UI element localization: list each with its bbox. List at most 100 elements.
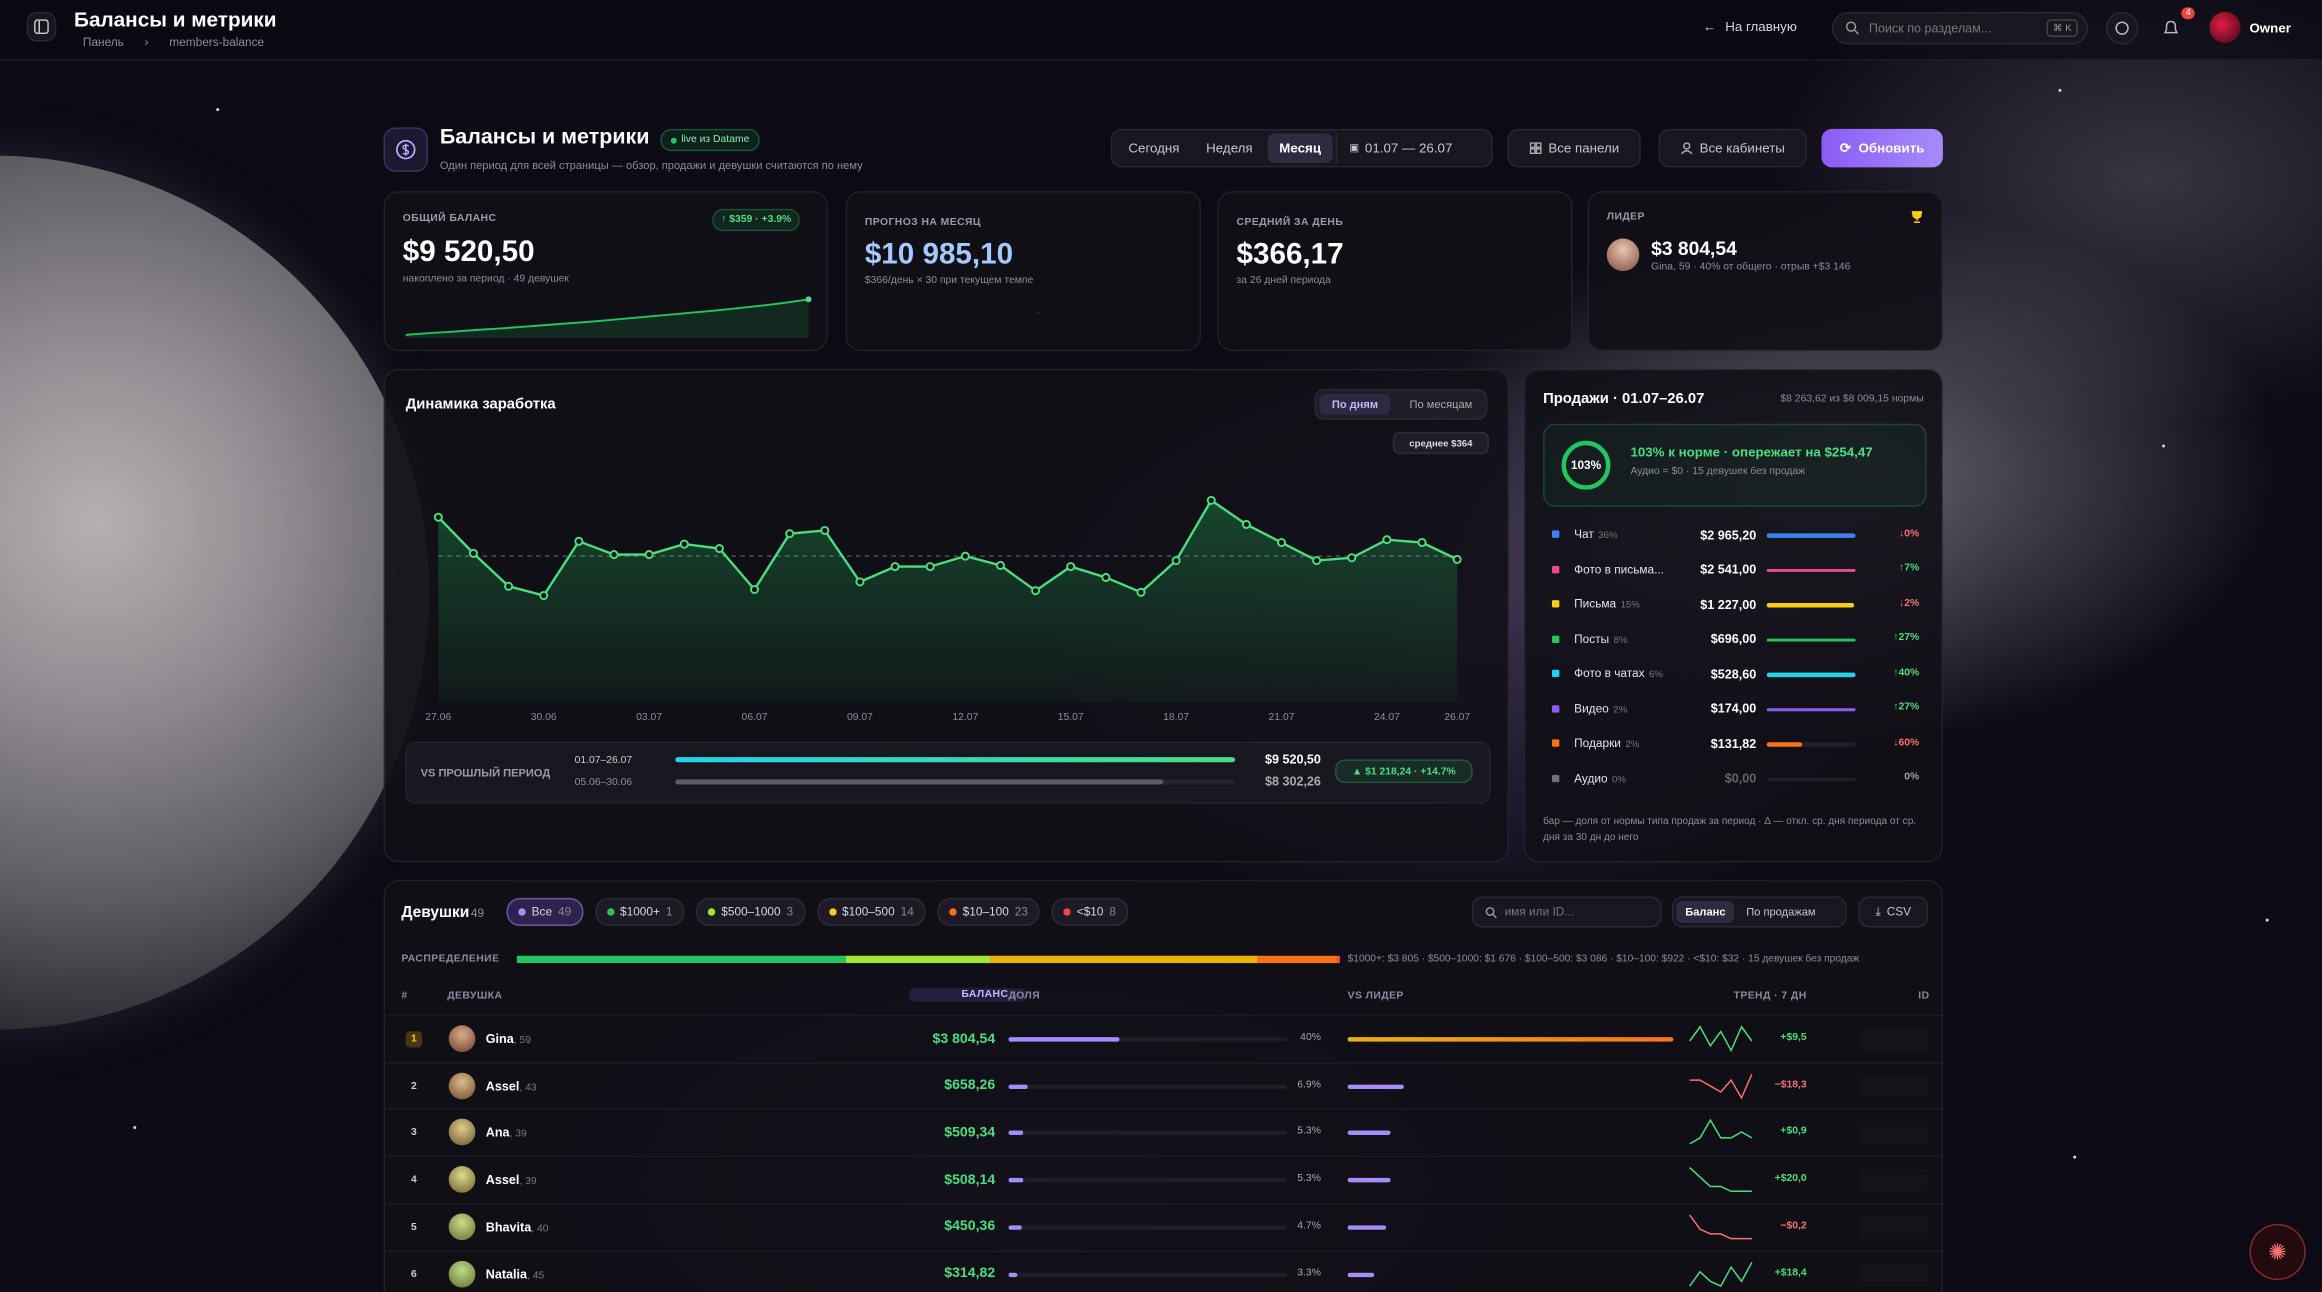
- date-range[interactable]: ▣ 01.07 — 26.07: [1335, 133, 1464, 163]
- filter-dot: [1063, 908, 1071, 916]
- period-option[interactable]: Сегодня: [1128, 140, 1180, 156]
- panels-filter[interactable]: Все панели: [1507, 128, 1641, 168]
- toggle-option[interactable]: По дням: [1332, 399, 1378, 411]
- x-tick-label: 12.07: [952, 712, 978, 723]
- trend-line: [1689, 1261, 1753, 1287]
- column-header[interactable]: ID: [1918, 991, 1930, 1002]
- sidebar-toggle[interactable]: [26, 11, 57, 42]
- filter-count: 3: [786, 905, 794, 919]
- sparkline-line: [405, 298, 809, 336]
- kpi-card: ОБЩИЙ БАЛАНС ↑ $359 · +3.9% $9 520,50 на…: [383, 191, 828, 352]
- debug-button[interactable]: ✺: [2249, 1223, 2306, 1281]
- sort-option[interactable]: По продажам: [1746, 905, 1816, 919]
- leader-bar: [1347, 1084, 1404, 1089]
- toggle-option[interactable]: По месяцам: [1410, 399, 1473, 411]
- sparkline-end: [805, 296, 812, 303]
- type-dot: [1551, 704, 1560, 712]
- star: [216, 108, 220, 112]
- type-share: 6%: [1649, 669, 1663, 681]
- filter-chip[interactable]: $1000+ 1: [594, 897, 685, 927]
- share-label: 40%: [1300, 1032, 1321, 1044]
- leader-bar: [1347, 1178, 1392, 1183]
- refresh-button[interactable]: ⟳ Обновить: [1821, 128, 1943, 168]
- filter-chip[interactable]: $10–100 23: [937, 897, 1040, 927]
- table-row[interactable]: 1 Gina, 59 $3 804,54 40% +$9,5: [385, 1014, 1945, 1062]
- norm-bar: [1766, 568, 1856, 572]
- live-text: live из Datame: [681, 134, 750, 146]
- table-row[interactable]: 6 Natalia, 45 $314,82 3.3% +$18,4: [385, 1249, 1945, 1292]
- trophy-icon: [1911, 211, 1923, 223]
- column-header[interactable]: ДЕВУШКА: [447, 991, 503, 1002]
- share-track: [1008, 1037, 1287, 1042]
- sparkline-area: [405, 299, 809, 338]
- type-name-text: Фото в письма...: [1574, 562, 1665, 576]
- star: [2162, 444, 2166, 448]
- point: [609, 550, 619, 560]
- earnings-chart: Динамика заработка По дням По месяцам сред…: [405, 388, 1491, 804]
- star: [2265, 918, 2269, 922]
- panels-text: Все панели: [1548, 140, 1620, 156]
- cabinets-filter[interactable]: Все кабинеты: [1658, 128, 1807, 168]
- name: Ana: [485, 1125, 510, 1140]
- table-row[interactable]: 5 Bhavita, 40 $450,36 4.7% −$0,2: [385, 1202, 1945, 1250]
- sales-row: Подарки 2% $131,82 ↓60%: [1525, 733, 1944, 754]
- table-row[interactable]: 2 Assel, 43 $658,26 6.9% −$18,3: [385, 1061, 1945, 1109]
- point: [1276, 537, 1287, 548]
- rank: 3: [411, 1128, 417, 1139]
- filter-chip[interactable]: $500–1000 3: [696, 897, 805, 927]
- point: [1417, 537, 1427, 548]
- sales-norm: $8 263,62 из $8 009,15 нормы: [1780, 394, 1924, 405]
- comparison-bar: [675, 779, 1164, 785]
- top-bar: Балансы и метрики Панель › members-balan…: [0, 0, 2322, 61]
- leader-avatar: [1606, 238, 1640, 272]
- column-header[interactable]: БАЛАНС ↓: [909, 988, 1027, 1002]
- type-name-text: Подарки: [1574, 736, 1621, 750]
- table-row[interactable]: 3 Ana, 39 $509,34 5.3% +$0,9: [385, 1108, 1945, 1156]
- trend-label: +$18,4: [1774, 1267, 1807, 1278]
- girls-search[interactable]: имя или ID...: [1471, 896, 1662, 928]
- share-label: 6.9%: [1297, 1079, 1321, 1091]
- type-delta: ↑27%: [1893, 702, 1920, 713]
- trend-label: +$9,5: [1780, 1032, 1807, 1044]
- column-header[interactable]: VS ЛИДЕР: [1347, 991, 1404, 1002]
- breadcrumb-item: members-balance: [169, 35, 265, 49]
- table-row[interactable]: 4 Assel, 39 $508,14 5.3% +$20,0: [385, 1155, 1945, 1203]
- column-header[interactable]: ТРЕНД · 7 ДН: [1733, 991, 1807, 1002]
- filter-chip[interactable]: Все 49: [506, 897, 584, 927]
- filter-dot: [707, 908, 716, 916]
- type-name: Подарки 2%: [1574, 736, 1639, 749]
- period-option[interactable]: Неделя: [1206, 140, 1253, 156]
- balance: $658,26: [944, 1077, 996, 1094]
- point: [1312, 556, 1322, 566]
- trend-line: [1689, 1119, 1753, 1146]
- share-track: [1008, 1225, 1287, 1230]
- period-option[interactable]: Месяц: [1267, 133, 1333, 163]
- trend-line: [1689, 1214, 1752, 1240]
- notifications[interactable]: 4: [2162, 7, 2196, 45]
- type-name-text: Аудио: [1574, 771, 1608, 785]
- breadcrumb-item[interactable]: Панель: [82, 35, 124, 49]
- csv-button[interactable]: ⤓ CSV: [1858, 896, 1929, 928]
- home-link[interactable]: ← На главную: [1703, 19, 1797, 34]
- norm-bar: [1766, 637, 1856, 642]
- trend-box: [1688, 1165, 1753, 1195]
- theme-button[interactable]: [2105, 11, 2139, 45]
- search-box[interactable]: Поиск по разделам... ⌘ K: [1831, 11, 2089, 45]
- user-icon: [1680, 142, 1693, 155]
- trend-box: [1688, 1259, 1753, 1289]
- sales-row: Фото в чатах 6% $528,60 ↑40%: [1525, 664, 1944, 685]
- comparison-value: $9 520,50: [1265, 752, 1321, 766]
- user-avatar[interactable]: [2209, 11, 2241, 43]
- type-name: Фото в письма...: [1574, 562, 1664, 575]
- breadcrumb-separator: ›: [144, 35, 149, 49]
- filter-chip[interactable]: <$10 8: [1051, 897, 1128, 927]
- filter-dot: [606, 908, 615, 916]
- live-badge: live из Datame: [660, 128, 760, 152]
- column-header[interactable]: #: [401, 991, 408, 1002]
- filter-chip[interactable]: $100–500 14: [816, 897, 926, 927]
- kpi-sparkline: [405, 296, 812, 338]
- column-header[interactable]: ДОЛЯ: [1008, 991, 1041, 1002]
- user-name[interactable]: Owner: [2249, 20, 2291, 36]
- sort-option[interactable]: Баланс: [1676, 900, 1735, 924]
- kpi-label: СРЕДНИЙ ЗА ДЕНЬ: [1236, 217, 1344, 229]
